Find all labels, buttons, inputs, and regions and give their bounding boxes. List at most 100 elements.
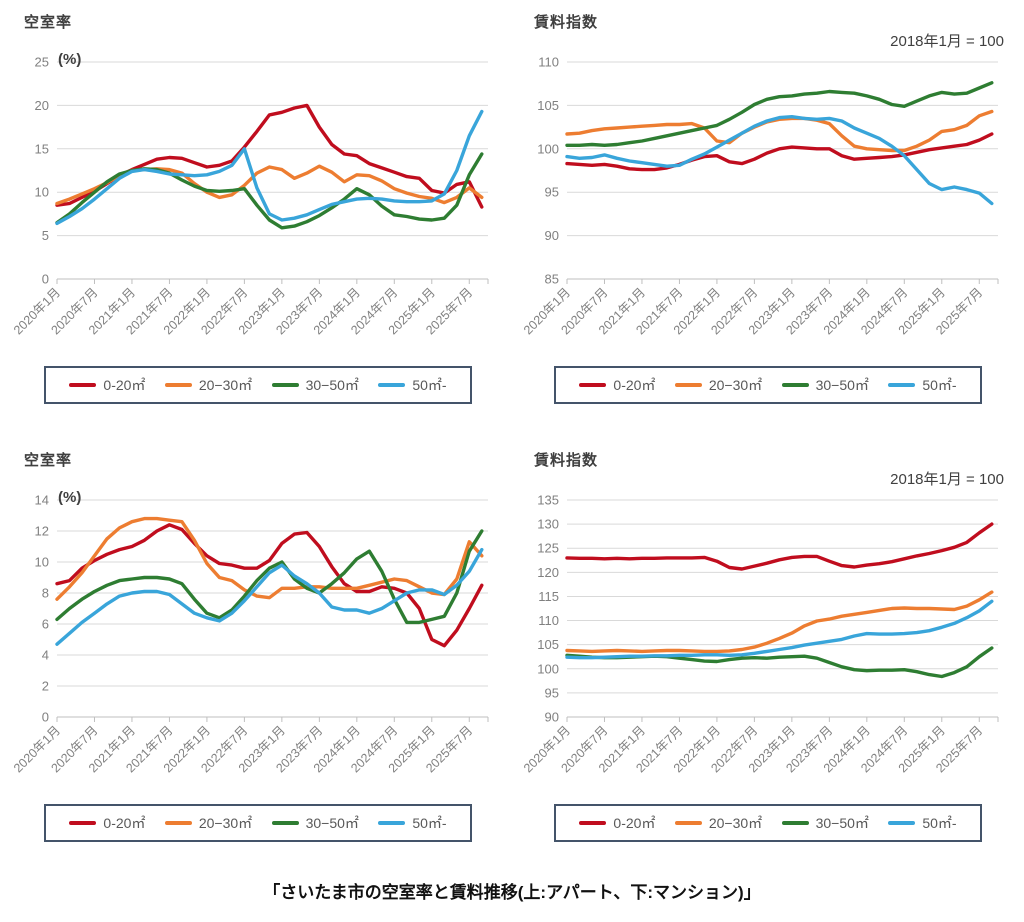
legend-item-20-30: 20−30㎡ (674, 813, 763, 833)
apartment-vacancy-panel: 空室率 0 5 10 15 20 25 (%) 2020年1月 2020年7月 2021年1月 20… (8, 4, 508, 404)
panel-header: 賃料指数 2018年1月 = 100 (518, 442, 1018, 488)
y-axis-label: 0 (42, 272, 49, 287)
apartment-rent-index-chart: 8590951001051102020年1月2020年7月2021年1月2021… (521, 55, 999, 337)
series-line-30-50 (565, 81, 994, 148)
y-axis-label: 115 (538, 589, 559, 604)
legend-swatch-20-30 (674, 383, 702, 387)
y-axis-label: 135 (537, 493, 559, 508)
chart-subtitle: 2018年1月 = 100 (890, 33, 1004, 50)
series-line-50- (55, 109, 484, 226)
legend-item-30-50: 30−50㎡ (271, 375, 359, 395)
figure-caption: 「さいたま市の空室率と賃料推移(上:アパート、下:マンション)」 (263, 883, 761, 902)
legend-box: 0-20㎡ 20−30㎡ 30−50㎡ 50㎡- (554, 804, 982, 842)
legend-box: 0-20㎡ 20−30㎡ 30−50㎡ 50㎡- (44, 366, 472, 404)
legend-swatch-0-20 (579, 821, 607, 825)
condo-rent-index-panel: 賃料指数 2018年1月 = 100 90 95 100 105 110 115 120 12… (518, 442, 1018, 842)
legend-item-0-20: 0-20㎡ (69, 813, 145, 833)
y-axis-label: 4 (42, 648, 49, 663)
y-axis-label: 105 (537, 98, 559, 113)
y-axis-label: 20 (35, 98, 49, 113)
y-axis-unit-label: (%) (58, 51, 81, 68)
y-axis-label: 110 (538, 613, 559, 628)
legend-label: 20−30㎡ (198, 815, 253, 831)
legend-label: 50㎡- (922, 815, 957, 831)
legend-swatch-20-30 (674, 821, 702, 825)
y-axis-label: 10 (35, 185, 49, 200)
legend-label: 0-20㎡ (103, 815, 146, 831)
legend-swatch-0-20 (69, 821, 97, 825)
legend-item-50-: 50㎡- (888, 813, 957, 833)
legend-item-20-30: 20−30㎡ (164, 375, 253, 395)
series-line-30-50 (55, 529, 484, 625)
y-axis-label: 85 (545, 272, 559, 287)
legend-label: 50㎡- (922, 377, 957, 393)
legend-item-50-: 50㎡- (378, 813, 447, 833)
legend-box: 0-20㎡ 20−30㎡ 30−50㎡ 50㎡- (44, 804, 472, 842)
chart-subtitle: 2018年1月 = 100 (890, 471, 1004, 488)
y-axis-label: 110 (538, 55, 559, 70)
legend-swatch-30-50 (271, 383, 299, 387)
y-axis-label: 0 (42, 710, 49, 725)
legend-item-20-30: 20−30㎡ (674, 375, 763, 395)
series-line-0-20 (565, 522, 994, 571)
y-axis-label: 2 (42, 679, 49, 694)
y-axis-label: 10 (35, 555, 49, 570)
panel-header: 空室率 (8, 4, 508, 48)
panel-header: 空室率 (8, 442, 508, 486)
y-axis-label: 5 (42, 228, 49, 243)
legend-item-30-50: 30−50㎡ (781, 375, 869, 395)
legend-item-30-50: 30−50㎡ (271, 813, 359, 833)
chart-title: 空室率 (24, 14, 73, 31)
legend-label: 30−50㎡ (305, 815, 359, 831)
condo-rent-index-chart: 90951001051101151201251301352020年1月2020年… (521, 493, 999, 775)
legend-swatch-20-30 (164, 383, 192, 387)
y-axis-label: 6 (42, 617, 49, 632)
y-axis-label: 8 (42, 586, 49, 601)
legend-item-0-20: 0-20㎡ (579, 375, 655, 395)
legend-label: 30−50㎡ (815, 377, 869, 393)
legend-label: 50㎡- (412, 377, 447, 393)
series-line-20-30 (565, 590, 994, 654)
legend-item-0-20: 0-20㎡ (69, 375, 145, 395)
legend-item-20-30: 20−30㎡ (164, 813, 253, 833)
legend-item-50-: 50㎡- (378, 375, 447, 395)
series-line-0-20 (55, 523, 484, 648)
legend-label: 20−30㎡ (198, 377, 253, 393)
condo-vacancy-panel: 空室率 0 2 4 6 8 10 12 14 (%) 2020年1月 2020年7月 2021年1月 2… (8, 442, 508, 842)
y-axis-label: 100 (537, 661, 559, 676)
legend-swatch-20-30 (164, 821, 192, 825)
legend-item-30-50: 30−50㎡ (781, 813, 869, 833)
series-line-20-30 (55, 516, 484, 601)
legend-label: 0-20㎡ (103, 377, 146, 393)
series-line-50- (55, 547, 484, 646)
series-line-0-20 (565, 132, 994, 172)
series-line-50- (565, 599, 994, 660)
legend-label: 30−50㎡ (815, 815, 869, 831)
legend-label: 0-20㎡ (613, 377, 656, 393)
legend-label: 20−30㎡ (708, 377, 763, 393)
legend-swatch-50- (888, 821, 916, 825)
legend-swatch-30-50 (271, 821, 299, 825)
legend-swatch-0-20 (579, 383, 607, 387)
legend-swatch-0-20 (69, 383, 97, 387)
y-axis-label: 95 (545, 185, 559, 200)
y-axis-unit-label: (%) (58, 489, 81, 506)
legend-label: 20−30㎡ (708, 815, 763, 831)
legend-swatch-30-50 (781, 821, 809, 825)
panel-header: 賃料指数 2018年1月 = 100 (518, 4, 1018, 50)
y-axis-label: 90 (545, 228, 559, 243)
legend-swatch-50- (888, 383, 916, 387)
legend-box: 0-20㎡ 20−30㎡ 30−50㎡ 50㎡- (554, 366, 982, 404)
y-axis-label: 14 (35, 493, 49, 508)
series-line-30-50 (55, 152, 484, 230)
y-axis-label: 25 (35, 55, 49, 70)
chart-title: 賃料指数 (534, 452, 599, 469)
legend-item-50-: 50㎡- (888, 375, 957, 395)
y-axis-label: 95 (545, 685, 559, 700)
series-line-50- (565, 114, 994, 206)
y-axis-label: 100 (537, 141, 559, 156)
legend-swatch-30-50 (781, 383, 809, 387)
